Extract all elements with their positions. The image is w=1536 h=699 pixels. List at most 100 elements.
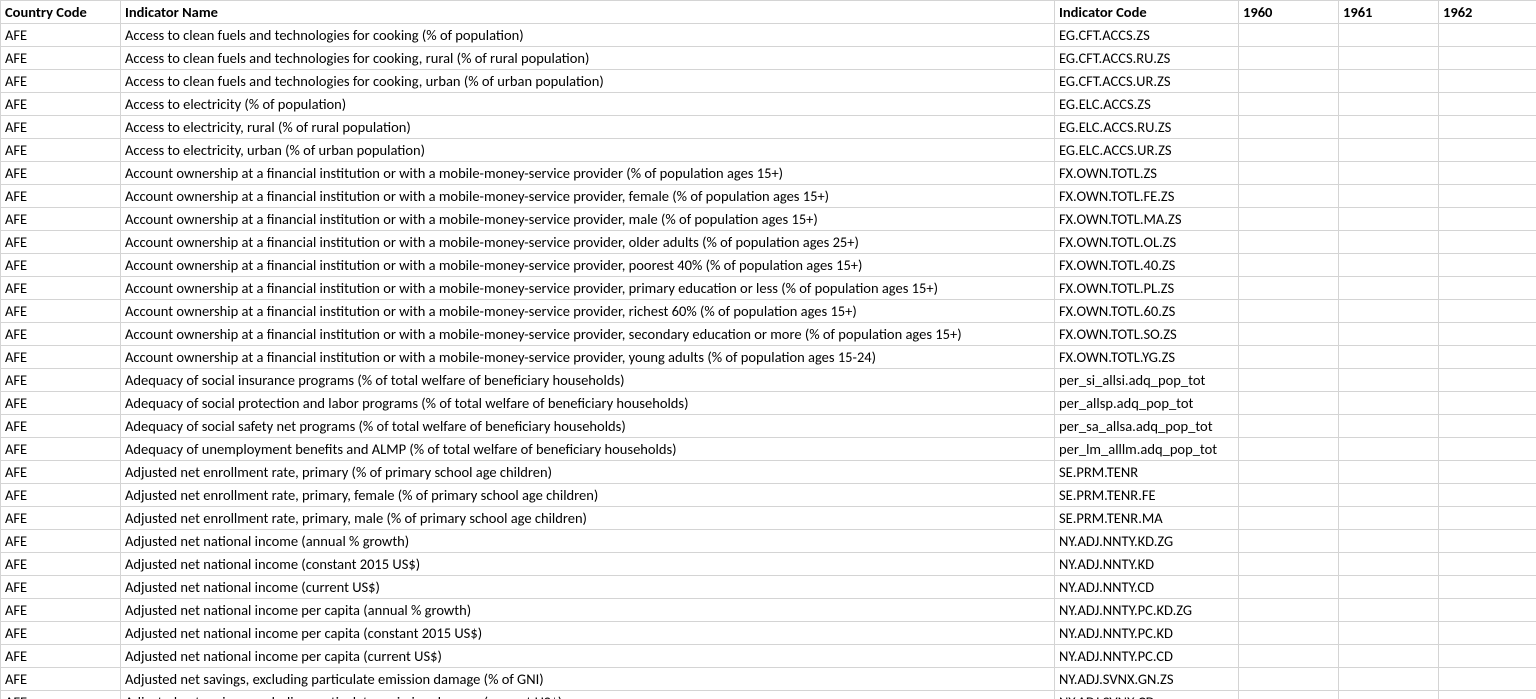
cell-indicator_code[interactable]: SE.PRM.TENR bbox=[1055, 461, 1239, 484]
cell-indicator_name[interactable]: Account ownership at a financial institu… bbox=[121, 254, 1055, 277]
cell-country_code[interactable]: AFE bbox=[1, 323, 121, 346]
cell-y1960[interactable] bbox=[1239, 392, 1339, 415]
cell-y1962[interactable] bbox=[1439, 116, 1536, 139]
cell-country_code[interactable]: AFE bbox=[1, 231, 121, 254]
cell-y1960[interactable] bbox=[1239, 116, 1339, 139]
cell-y1961[interactable] bbox=[1339, 645, 1439, 668]
cell-indicator_name[interactable]: Account ownership at a financial institu… bbox=[121, 323, 1055, 346]
cell-indicator_code[interactable]: EG.CFT.ACCS.RU.ZS bbox=[1055, 47, 1239, 70]
cell-y1961[interactable] bbox=[1339, 507, 1439, 530]
cell-indicator_name[interactable]: Account ownership at a financial institu… bbox=[121, 300, 1055, 323]
cell-indicator_name[interactable]: Adjusted net enrollment rate, primary, m… bbox=[121, 507, 1055, 530]
cell-indicator_code[interactable]: per_lm_alllm.adq_pop_tot bbox=[1055, 438, 1239, 461]
cell-y1961[interactable] bbox=[1339, 323, 1439, 346]
cell-indicator_code[interactable]: EG.ELC.ACCS.RU.ZS bbox=[1055, 116, 1239, 139]
cell-y1960[interactable] bbox=[1239, 162, 1339, 185]
table-row[interactable]: AFEAdjusted net national income (annual … bbox=[1, 530, 1536, 553]
cell-y1960[interactable] bbox=[1239, 139, 1339, 162]
table-row[interactable]: AFEAdjusted net enrollment rate, primary… bbox=[1, 507, 1536, 530]
cell-y1961[interactable] bbox=[1339, 208, 1439, 231]
cell-y1962[interactable] bbox=[1439, 438, 1536, 461]
cell-indicator_name[interactable]: Adequacy of social safety net programs (… bbox=[121, 415, 1055, 438]
cell-indicator_code[interactable]: NY.ADJ.NNTY.PC.KD bbox=[1055, 622, 1239, 645]
cell-y1960[interactable] bbox=[1239, 645, 1339, 668]
cell-country_code[interactable]: AFE bbox=[1, 691, 121, 699]
cell-country_code[interactable]: AFE bbox=[1, 392, 121, 415]
cell-y1961[interactable] bbox=[1339, 277, 1439, 300]
cell-indicator_code[interactable]: FX.OWN.TOTL.PL.ZS bbox=[1055, 277, 1239, 300]
cell-y1961[interactable] bbox=[1339, 461, 1439, 484]
cell-y1962[interactable] bbox=[1439, 461, 1536, 484]
cell-y1961[interactable] bbox=[1339, 24, 1439, 47]
cell-y1961[interactable] bbox=[1339, 162, 1439, 185]
cell-y1961[interactable] bbox=[1339, 622, 1439, 645]
cell-indicator_code[interactable]: EG.ELC.ACCS.UR.ZS bbox=[1055, 139, 1239, 162]
cell-indicator_name[interactable]: Account ownership at a financial institu… bbox=[121, 162, 1055, 185]
cell-y1961[interactable] bbox=[1339, 70, 1439, 93]
cell-y1960[interactable] bbox=[1239, 47, 1339, 70]
cell-indicator_code[interactable]: EG.CFT.ACCS.UR.ZS bbox=[1055, 70, 1239, 93]
col-header-indicator-code[interactable]: Indicator Code bbox=[1055, 1, 1239, 24]
cell-indicator_code[interactable]: EG.ELC.ACCS.ZS bbox=[1055, 93, 1239, 116]
cell-y1962[interactable] bbox=[1439, 185, 1536, 208]
cell-y1961[interactable] bbox=[1339, 185, 1439, 208]
table-row[interactable]: AFEAccess to clean fuels and technologie… bbox=[1, 24, 1536, 47]
cell-y1962[interactable] bbox=[1439, 70, 1536, 93]
table-row[interactable]: AFEAdjusted net savings, excluding parti… bbox=[1, 668, 1536, 691]
cell-y1961[interactable] bbox=[1339, 346, 1439, 369]
cell-y1960[interactable] bbox=[1239, 507, 1339, 530]
cell-y1962[interactable] bbox=[1439, 392, 1536, 415]
cell-indicator_code[interactable]: FX.OWN.TOTL.MA.ZS bbox=[1055, 208, 1239, 231]
cell-country_code[interactable]: AFE bbox=[1, 70, 121, 93]
cell-country_code[interactable]: AFE bbox=[1, 576, 121, 599]
cell-y1961[interactable] bbox=[1339, 139, 1439, 162]
cell-indicator_name[interactable]: Access to electricity, urban (% of urban… bbox=[121, 139, 1055, 162]
cell-indicator_name[interactable]: Access to clean fuels and technologies f… bbox=[121, 24, 1055, 47]
cell-y1960[interactable] bbox=[1239, 93, 1339, 116]
cell-y1961[interactable] bbox=[1339, 668, 1439, 691]
cell-y1961[interactable] bbox=[1339, 369, 1439, 392]
cell-y1962[interactable] bbox=[1439, 484, 1536, 507]
table-row[interactable]: AFEAccess to clean fuels and technologie… bbox=[1, 47, 1536, 70]
table-row[interactable]: AFEAccount ownership at a financial inst… bbox=[1, 208, 1536, 231]
col-header-country-code[interactable]: Country Code bbox=[1, 1, 121, 24]
table-row[interactable]: AFEAccount ownership at a financial inst… bbox=[1, 231, 1536, 254]
table-row[interactable]: AFEAccount ownership at a financial inst… bbox=[1, 185, 1536, 208]
cell-y1961[interactable] bbox=[1339, 300, 1439, 323]
cell-indicator_name[interactable]: Adjusted net national income per capita … bbox=[121, 599, 1055, 622]
cell-country_code[interactable]: AFE bbox=[1, 185, 121, 208]
cell-y1961[interactable] bbox=[1339, 438, 1439, 461]
cell-y1961[interactable] bbox=[1339, 530, 1439, 553]
cell-indicator_name[interactable]: Account ownership at a financial institu… bbox=[121, 277, 1055, 300]
table-row[interactable]: AFEAdequacy of social insurance programs… bbox=[1, 369, 1536, 392]
table-row[interactable]: AFEAdjusted net national income (constan… bbox=[1, 553, 1536, 576]
cell-y1962[interactable] bbox=[1439, 668, 1536, 691]
table-row[interactable]: AFEAdjusted net savings, excluding parti… bbox=[1, 691, 1536, 699]
cell-indicator_code[interactable]: SE.PRM.TENR.FE bbox=[1055, 484, 1239, 507]
spreadsheet-view[interactable]: Country Code Indicator Name Indicator Co… bbox=[0, 0, 1536, 699]
cell-y1962[interactable] bbox=[1439, 47, 1536, 70]
cell-y1960[interactable] bbox=[1239, 484, 1339, 507]
cell-y1960[interactable] bbox=[1239, 530, 1339, 553]
cell-y1962[interactable] bbox=[1439, 622, 1536, 645]
cell-country_code[interactable]: AFE bbox=[1, 277, 121, 300]
data-table[interactable]: Country Code Indicator Name Indicator Co… bbox=[0, 0, 1536, 699]
table-row[interactable]: AFEAccess to electricity, rural (% of ru… bbox=[1, 116, 1536, 139]
cell-country_code[interactable]: AFE bbox=[1, 507, 121, 530]
cell-y1962[interactable] bbox=[1439, 346, 1536, 369]
cell-y1960[interactable] bbox=[1239, 691, 1339, 699]
cell-y1962[interactable] bbox=[1439, 415, 1536, 438]
cell-country_code[interactable]: AFE bbox=[1, 415, 121, 438]
table-row[interactable]: AFEAdjusted net national income per capi… bbox=[1, 645, 1536, 668]
cell-y1961[interactable] bbox=[1339, 93, 1439, 116]
cell-indicator_code[interactable]: FX.OWN.TOTL.OL.ZS bbox=[1055, 231, 1239, 254]
cell-y1960[interactable] bbox=[1239, 369, 1339, 392]
table-row[interactable]: AFEAdjusted net enrollment rate, primary… bbox=[1, 484, 1536, 507]
col-header-indicator-name[interactable]: Indicator Name bbox=[121, 1, 1055, 24]
cell-y1960[interactable] bbox=[1239, 461, 1339, 484]
cell-indicator_name[interactable]: Account ownership at a financial institu… bbox=[121, 231, 1055, 254]
table-row[interactable]: AFEAccess to clean fuels and technologie… bbox=[1, 70, 1536, 93]
cell-indicator_name[interactable]: Adequacy of social protection and labor … bbox=[121, 392, 1055, 415]
cell-indicator_name[interactable]: Adjusted net enrollment rate, primary, f… bbox=[121, 484, 1055, 507]
table-row[interactable]: AFEAccess to electricity (% of populatio… bbox=[1, 93, 1536, 116]
